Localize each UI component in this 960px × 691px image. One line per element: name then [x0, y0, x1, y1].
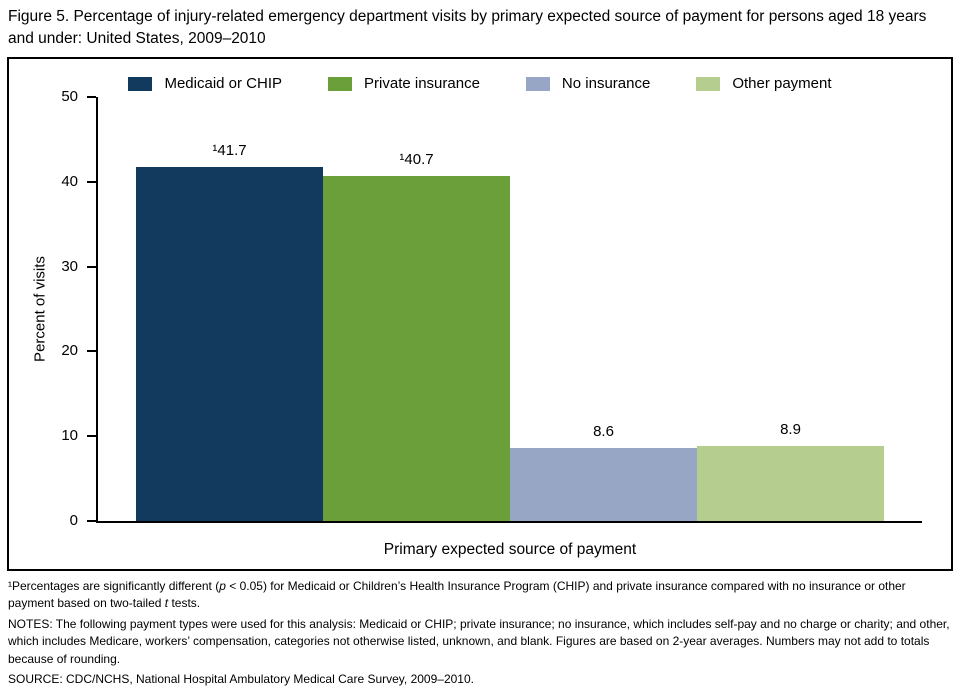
y-tick-label: 0 [69, 512, 78, 529]
y-tick-mark [87, 350, 96, 353]
legend-item-medicaid-or-chip: Medicaid or CHIP [128, 75, 282, 92]
footnote-text: SOURCE: CDC/NCHS, National Hospital Ambu… [8, 671, 474, 686]
legend: Medicaid or CHIP Private insurance No insu… [9, 75, 951, 92]
y-tick-mark [87, 96, 96, 98]
bar-value-label-private-insurance: ¹40.7 [399, 151, 434, 168]
bar-no-insurance [510, 448, 697, 521]
figure-title: Figure 5. Percentage of injury-related e… [8, 8, 927, 47]
x-axis-title: Primary expected source of payment [383, 541, 637, 558]
footnote-italic-term: t [164, 596, 169, 611]
legend-swatch-private-insurance [328, 76, 353, 91]
footnote-2: NOTES: The following payment types were … [8, 616, 954, 668]
legend-label: Private insurance [364, 75, 480, 92]
y-tick-label: 40 [61, 172, 78, 190]
y-tick-mark [87, 520, 96, 522]
y-tick-label: 50 [61, 88, 78, 105]
y-tick-mark [87, 180, 96, 183]
y-tick-mark [87, 435, 96, 438]
bar-value-label-no-insurance: 8.6 [593, 423, 614, 440]
chart-frame: Medicaid or CHIP Private insurance No insu… [7, 57, 953, 571]
legend-label: Medicaid or CHIP [164, 75, 283, 92]
footnotes: ¹Percentages are significantly different… [8, 578, 954, 691]
footnote-text: tests. [168, 596, 201, 611]
legend-item-no-insurance: No insurance [525, 75, 651, 92]
footnote-text: ¹Percentages are significantly different… [8, 579, 220, 593]
plot-area: Percent of visits Primary expected sourc… [32, 88, 922, 558]
y-tick-label: 20 [61, 342, 78, 360]
legend-swatch-medicaid-or-chip [128, 76, 153, 91]
y-tick-label: 30 [61, 257, 78, 275]
y-tick-label: 10 [61, 427, 78, 445]
legend-item-other-payment: Other payment [696, 75, 832, 92]
legend-item-private-insurance: Private insurance [328, 75, 480, 92]
footnote-1: ¹Percentages are significantly different… [8, 578, 954, 613]
bar-other-payment [697, 446, 884, 521]
bar-medicaid-or-chip [136, 167, 323, 521]
legend-label: No insurance [561, 75, 651, 92]
legend-swatch-no-insurance [525, 76, 550, 91]
footnote-text: NOTES: The following payment types were … [8, 616, 950, 666]
bar-value-label-other-payment: 8.9 [780, 421, 801, 438]
bar-value-label-medicaid-or-chip: ¹41.7 [212, 142, 247, 159]
legend-label: Other payment [732, 75, 832, 92]
footnote-text: < 0.05) for Medicaid or Children’s Healt… [8, 579, 906, 611]
bar-private-insurance [323, 176, 510, 521]
y-tick-mark [87, 265, 96, 268]
footnote-3: SOURCE: CDC/NCHS, National Hospital Ambu… [8, 671, 954, 688]
footnote-italic-term: p [219, 579, 226, 593]
legend-swatch-other-payment [696, 76, 721, 91]
